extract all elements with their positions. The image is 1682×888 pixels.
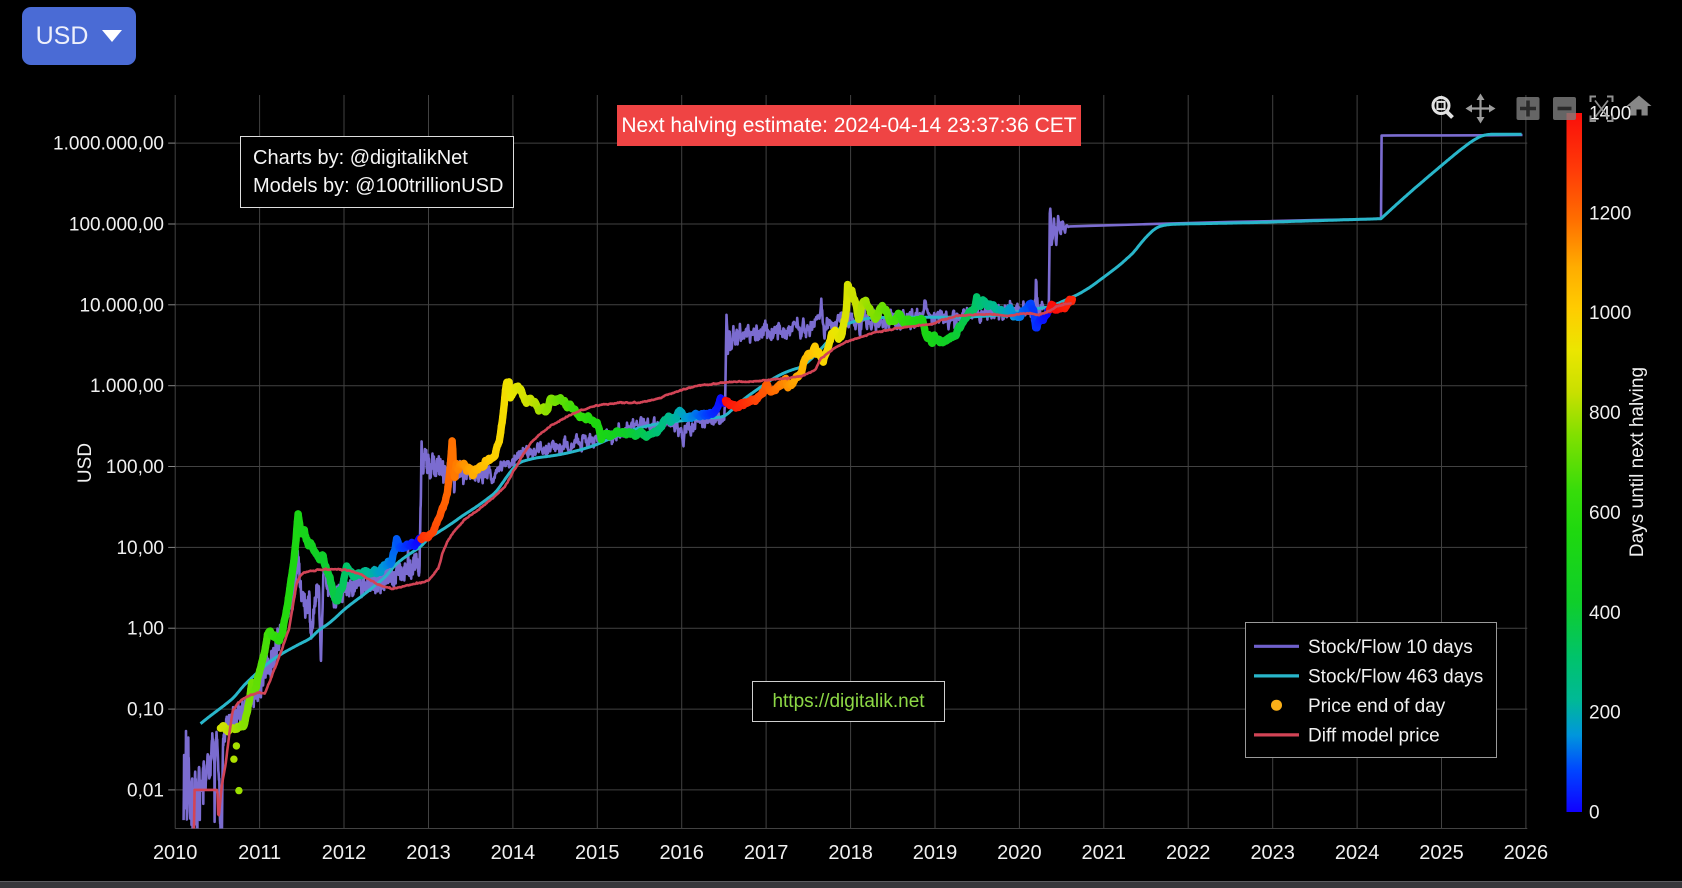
svg-text:600: 600 (1589, 503, 1621, 524)
svg-text:2025: 2025 (1419, 842, 1464, 864)
svg-text:0,01: 0,01 (127, 780, 164, 801)
svg-text:Price end of day: Price end of day (1308, 696, 1446, 717)
svg-text:2012: 2012 (322, 842, 367, 864)
svg-text:2022: 2022 (1166, 842, 1211, 864)
svg-text:1200: 1200 (1589, 203, 1631, 224)
svg-text:USD: USD (75, 443, 96, 483)
svg-text:1,00: 1,00 (127, 619, 164, 640)
svg-text:0: 0 (1589, 803, 1600, 824)
svg-text:200: 200 (1589, 703, 1621, 724)
svg-text:2015: 2015 (575, 842, 620, 864)
svg-text:10,00: 10,00 (116, 538, 164, 559)
svg-text:2018: 2018 (828, 842, 873, 864)
svg-text:2016: 2016 (659, 842, 704, 864)
svg-text:1.000.000,00: 1.000.000,00 (53, 134, 164, 155)
svg-text:2024: 2024 (1335, 842, 1380, 864)
svg-text:10.000,00: 10.000,00 (79, 295, 164, 316)
svg-text:2017: 2017 (744, 842, 789, 864)
svg-text:2021: 2021 (1082, 842, 1127, 864)
svg-text:100,00: 100,00 (106, 457, 164, 478)
svg-text:100.000,00: 100.000,00 (69, 215, 164, 236)
svg-text:Diff model price: Diff model price (1308, 726, 1440, 747)
svg-text:2010: 2010 (153, 842, 198, 864)
svg-text:2014: 2014 (491, 842, 536, 864)
svg-text:800: 800 (1589, 403, 1621, 424)
svg-text:2019: 2019 (913, 842, 958, 864)
svg-text:0,10: 0,10 (127, 700, 164, 721)
svg-text:400: 400 (1589, 603, 1621, 624)
svg-text:2011: 2011 (238, 842, 281, 864)
svg-text:2026: 2026 (1504, 842, 1549, 864)
svg-text:1000: 1000 (1589, 303, 1631, 324)
svg-text:1400: 1400 (1589, 104, 1631, 125)
svg-text:Days until next halving: Days until next halving (1627, 367, 1648, 557)
svg-text:2013: 2013 (406, 842, 451, 864)
svg-text:1.000,00: 1.000,00 (90, 376, 164, 397)
svg-text:Stock/Flow 463 days: Stock/Flow 463 days (1308, 667, 1483, 688)
svg-text:2020: 2020 (997, 842, 1042, 864)
svg-text:2023: 2023 (1250, 842, 1295, 864)
svg-text:Stock/Flow 10 days: Stock/Flow 10 days (1308, 637, 1473, 658)
